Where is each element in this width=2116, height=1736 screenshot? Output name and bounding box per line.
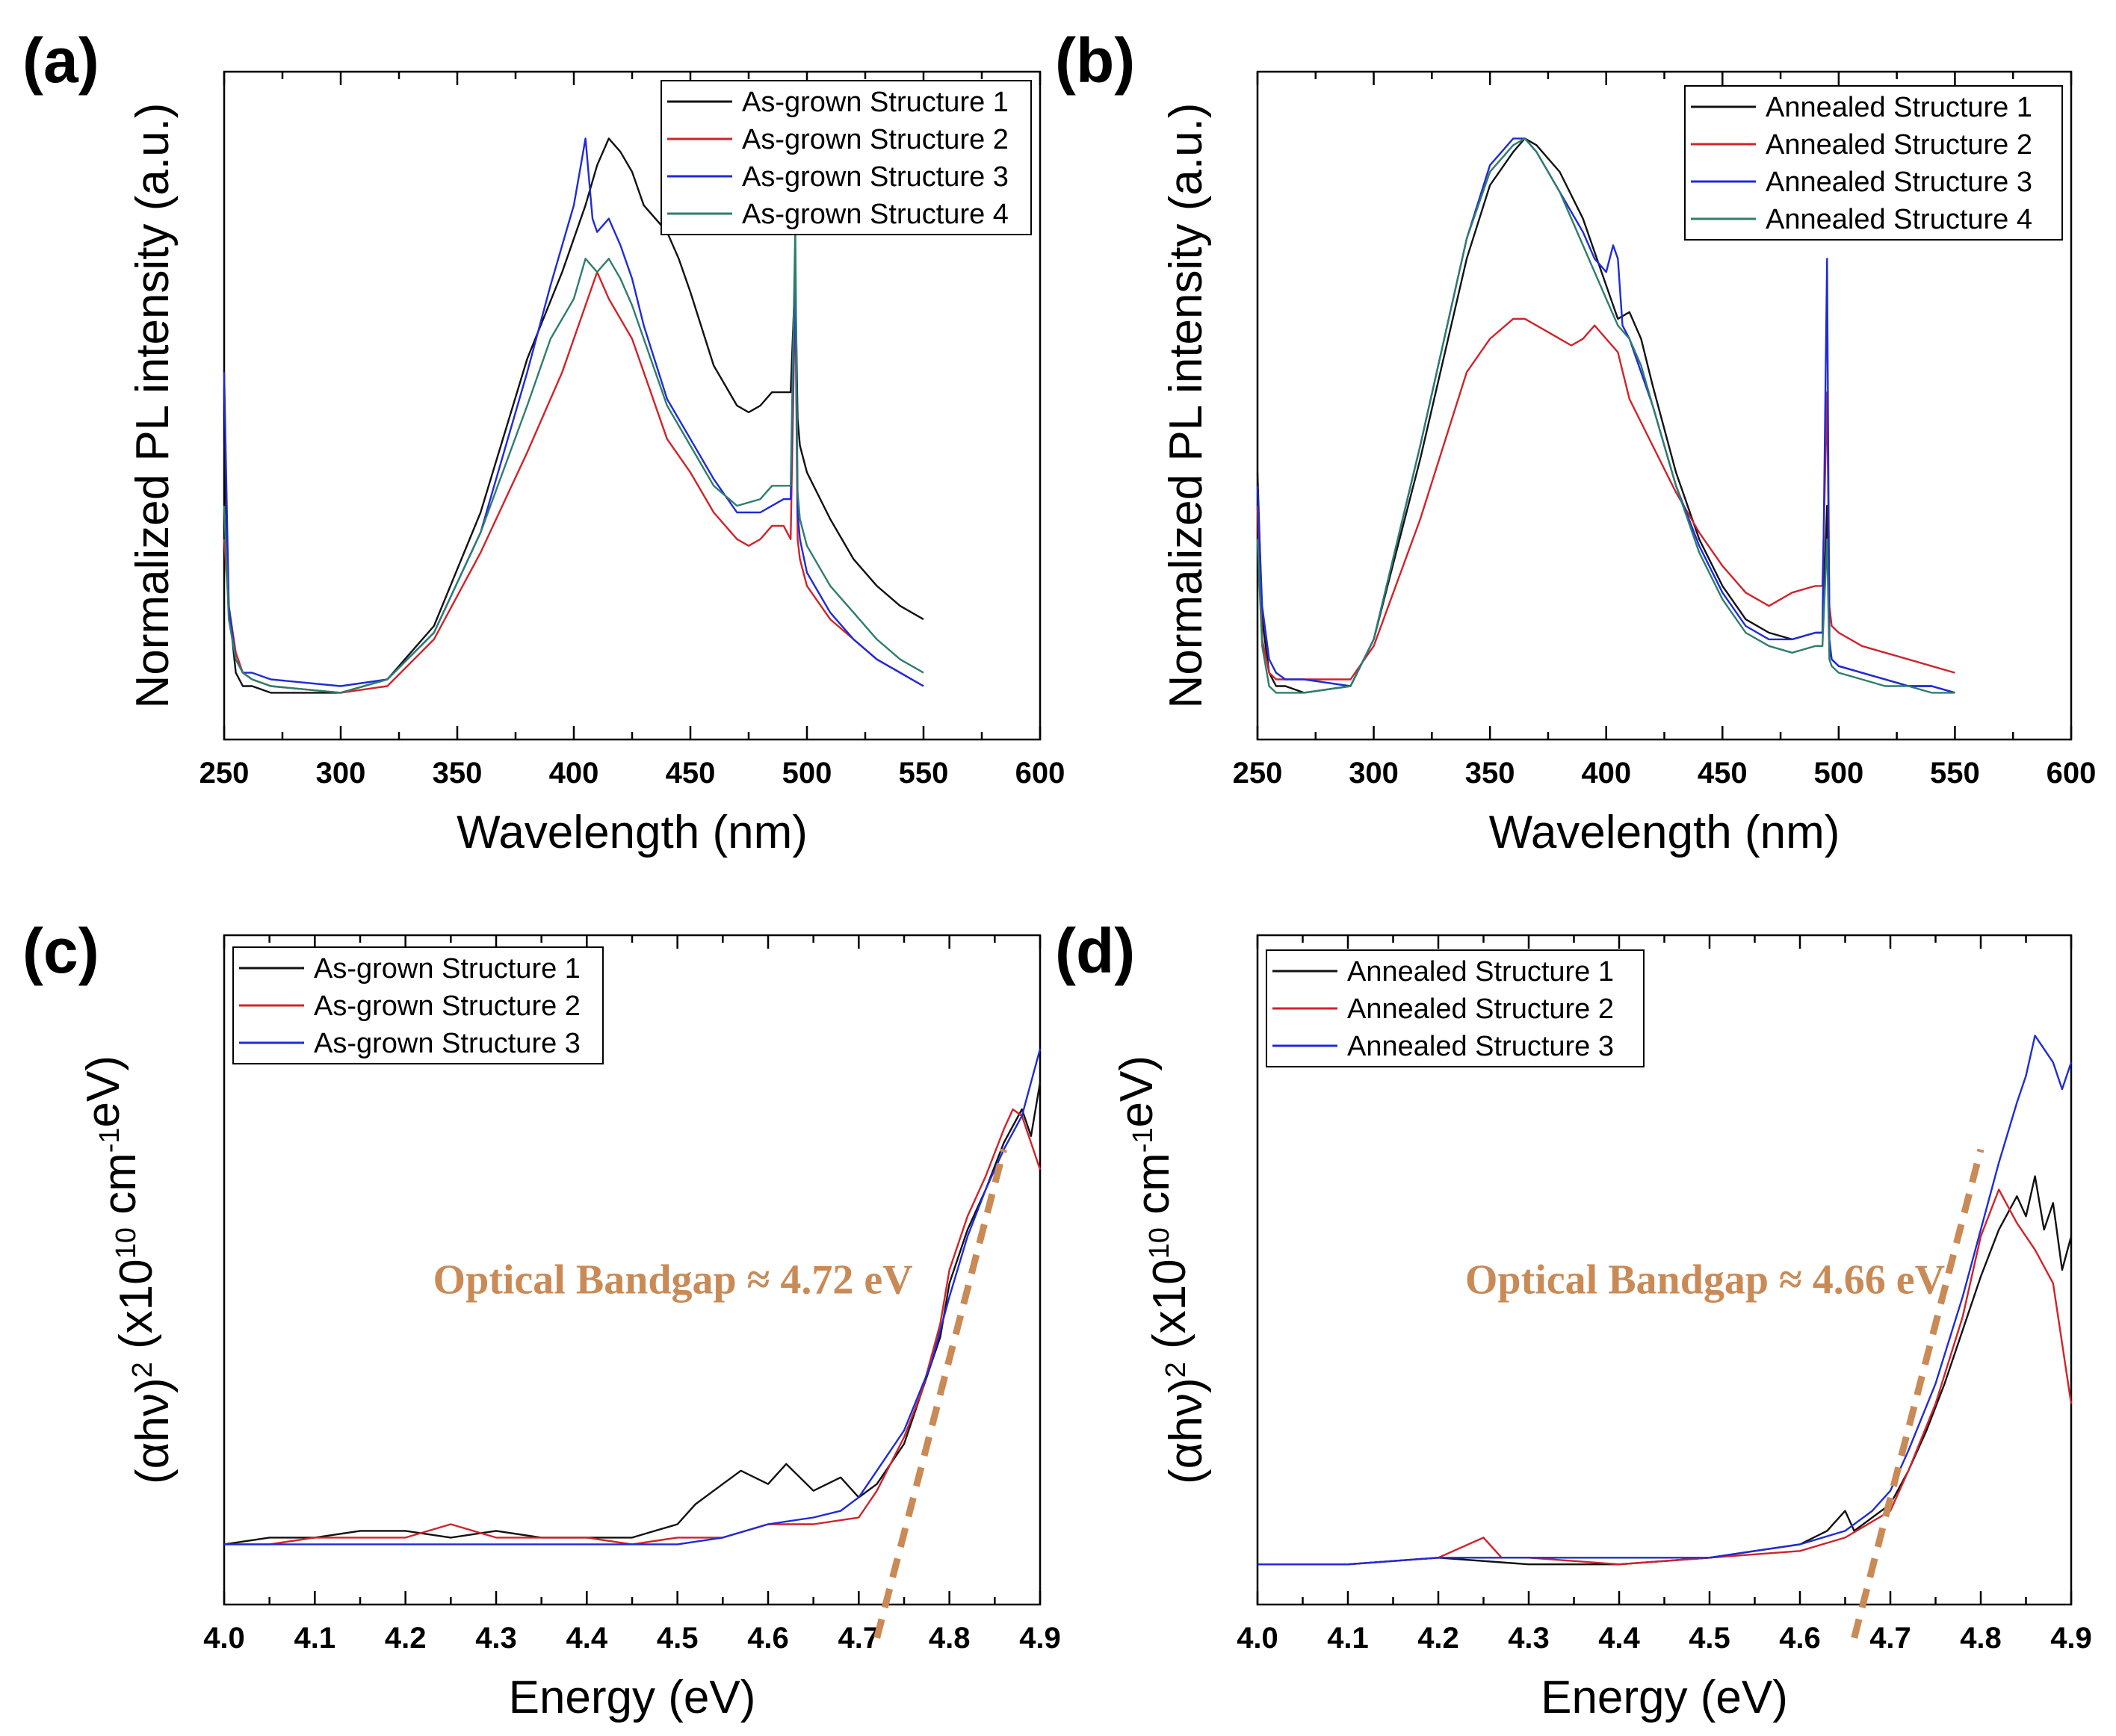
legend-entry: Annealed Structure 4 (1766, 204, 2032, 235)
x-tick-label: 4.8 (1960, 1622, 2002, 1655)
x-axis-label: Energy (eV) (509, 1672, 756, 1723)
bandgap-fit-line (1851, 1148, 1984, 1639)
panel-d: (d) 4.0 4.1 4.2 4.3 4.4 4.5 4.6 4.7 4.8 4.9 Energy … (1055, 916, 2092, 1723)
x-tick-label: 4.3 (475, 1622, 517, 1655)
x-tick-label: 4.5 (1689, 1622, 1730, 1655)
series-line-1 (1257, 1175, 2073, 1566)
y-axis-label: Normalized PL intensity (a.u.) (1160, 103, 1212, 709)
legend-entry: Annealed Structure 3 (1347, 1031, 1614, 1062)
series-line-3 (224, 1048, 1042, 1546)
x-tick-label: 4.1 (294, 1622, 336, 1655)
x-tick-label: 450 (1698, 757, 1748, 790)
x-tick-label: 4.5 (657, 1622, 699, 1655)
legend-box (661, 80, 1032, 235)
x-tick-label: 500 (1813, 757, 1863, 790)
x-tick-label: 4.7 (1869, 1622, 1911, 1655)
x-tick-label: 400 (1581, 757, 1631, 790)
x-tick-label: 4.1 (1327, 1622, 1369, 1655)
x-tick-label: 4.2 (1417, 1622, 1459, 1655)
series-line-2 (224, 1108, 1042, 1546)
bandgap-fit-line (873, 1148, 1007, 1639)
series-line-2 (1257, 1188, 2073, 1566)
x-tick-label: 4.0 (203, 1622, 245, 1655)
x-tick-label: 4.6 (747, 1622, 789, 1655)
panel-b: (b) 250 300 350 400 450 500 550 600 Wavelength (n… (1055, 25, 2096, 858)
panel-label-a: (a) (22, 25, 99, 96)
x-tick-label: 600 (1015, 757, 1065, 790)
legend-entry: As-grown Structure 2 (742, 124, 1009, 155)
x-tick-label: 550 (899, 757, 949, 790)
x-axis-label: Energy (eV) (1541, 1672, 1788, 1723)
x-axis-label: Wavelength (nm) (1489, 807, 1840, 858)
series-line-1 (223, 1082, 1042, 1546)
y-axis-label: (αhν)2 (x1010 cm-1eV) (1111, 1055, 1212, 1484)
legend-entry: As-grown Structure 1 (314, 953, 581, 985)
x-tick-label: 300 (1349, 757, 1399, 790)
x-tick-label: 4.9 (1019, 1622, 1061, 1655)
legend-entry: Annealed Structure 3 (1766, 167, 2032, 198)
x-tick-label: 4.6 (1779, 1622, 1821, 1655)
legend-entry: Annealed Structure 2 (1347, 993, 1614, 1025)
x-tick-label: 250 (199, 757, 250, 790)
legend: Annealed Structure 1 Annealed Structure 2… (1266, 949, 1645, 1067)
legend: As-grown Structure 1 As-grown Structure 2… (232, 946, 604, 1064)
x-tick-label: 250 (1233, 757, 1283, 790)
x-tick-label: 600 (2047, 757, 2097, 790)
legend: Annealed Structure 1 Annealed Structure 2… (1684, 85, 2063, 241)
legend-entry: Annealed Structure 1 (1766, 92, 2032, 123)
legend-entry: As-grown Structure 1 (742, 87, 1009, 118)
y-axis-label: Normalized PL intensity (a.u.) (127, 103, 179, 709)
x-tick-label: 350 (433, 757, 483, 790)
series-line-4 (223, 224, 924, 694)
series-line-2 (1256, 317, 1955, 681)
series-line-2 (223, 271, 924, 694)
y-axis-label: (αhν)2 (x1010 cm-1eV) (78, 1055, 179, 1484)
x-tick-label: 500 (782, 757, 832, 790)
panel-label-c: (c) (22, 916, 99, 986)
x-tick-label: 4.4 (566, 1622, 608, 1655)
x-tick-label: 4.4 (1598, 1622, 1640, 1655)
x-tick-label: 4.2 (385, 1622, 427, 1655)
legend-entry: As-grown Structure 4 (742, 199, 1009, 230)
series-line-4 (1256, 137, 1955, 694)
x-tick-label: 450 (666, 757, 716, 790)
x-tick-label: 350 (1465, 757, 1515, 790)
x-tick-label: 4.3 (1508, 1622, 1550, 1655)
panel-c: (c) 4.0 4.1 4.2 4.3 4.4 4.5 4.6 4.7 4.8 4.9 Energy … (22, 916, 1061, 1723)
series-line-3 (223, 137, 924, 687)
x-axis-label: Wavelength (nm) (457, 807, 808, 858)
legend-entry: As-grown Structure 3 (742, 161, 1009, 193)
legend-entry: As-grown Structure 2 (314, 991, 581, 1022)
x-tick-label: 4.0 (1237, 1622, 1278, 1655)
bandgap-annotation: Optical Bandgap ≈ 4.72 eV (433, 1256, 913, 1303)
bandgap-annotation: Optical Bandgap ≈ 4.66 eV (1465, 1256, 1945, 1303)
legend: As-grown Structure 1 As-grown Structure 2… (661, 80, 1032, 235)
x-tick-label: 4.8 (929, 1622, 971, 1655)
x-tick-label: 400 (549, 757, 599, 790)
panel-label-b: (b) (1055, 25, 1135, 96)
panel-a: (a) 250 300 350 400 450 500 550 600 Wavelength (n… (22, 25, 1065, 858)
panel-label-d: (d) (1055, 916, 1135, 986)
x-tick-label: 4.9 (2050, 1622, 2092, 1655)
legend-entry: As-grown Structure 3 (314, 1028, 581, 1059)
x-tick-label: 550 (1930, 757, 1980, 790)
x-tick-label: 300 (316, 757, 366, 790)
legend-entry: Annealed Structure 2 (1766, 129, 2032, 161)
legend-box (1684, 85, 2063, 241)
x-tick-label: 4.7 (838, 1622, 880, 1655)
legend-entry: Annealed Structure 1 (1347, 956, 1614, 988)
legend-box (1266, 949, 1645, 1067)
